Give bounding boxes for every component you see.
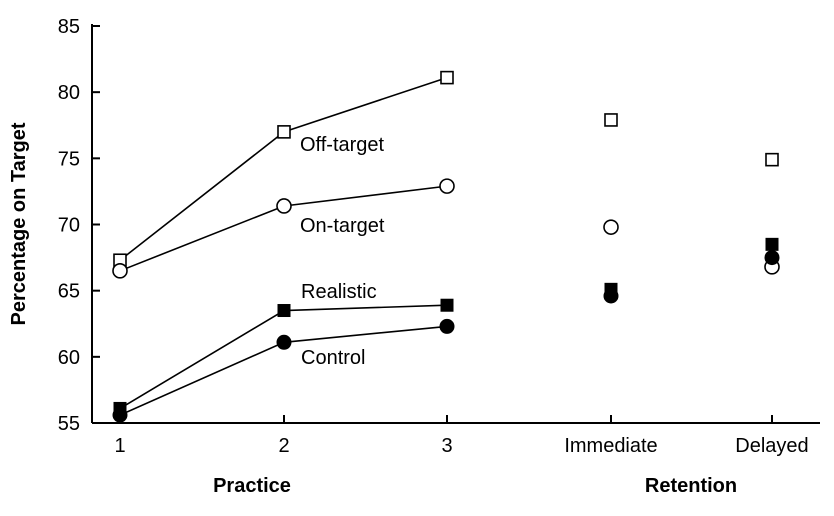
- x-tick-label: Immediate: [564, 435, 657, 457]
- series-label-control: Control: [301, 347, 365, 369]
- series-line-off-target: [119, 76, 448, 261]
- y-tick-label: 80: [58, 82, 80, 104]
- axes: 55 60 65 70 75 80 85 1 2 3 Immediate Delayed: [58, 16, 820, 457]
- marker-open-square: [604, 113, 618, 127]
- y-tick-label: 65: [58, 281, 80, 303]
- marker-open-circle: [112, 263, 128, 279]
- x-tick-label: 1: [114, 435, 125, 457]
- marker-open-circle: [439, 178, 455, 194]
- series-label-realistic: Realistic: [301, 281, 377, 303]
- marker-filled-circle: [439, 318, 455, 334]
- marker-filled-square: [765, 237, 779, 251]
- marker-filled-circle: [764, 250, 780, 266]
- marker-filled-circle: [603, 288, 619, 304]
- y-tick-label: 70: [58, 215, 80, 237]
- marker-open-square: [277, 125, 291, 139]
- x-tick-label: 3: [441, 435, 452, 457]
- marker-filled-circle: [112, 407, 128, 423]
- y-tick-label: 55: [58, 413, 80, 435]
- y-tick-label: 75: [58, 148, 80, 170]
- series-layer: Off-target On-target Realistic Control: [112, 70, 780, 423]
- x-tick-label: Delayed: [735, 435, 808, 457]
- marker-open-square: [765, 152, 779, 167]
- y-axis-title: Percentage on Target: [8, 122, 30, 325]
- x-group-title-practice: Practice: [213, 475, 291, 497]
- marker-filled-square: [440, 298, 454, 312]
- marker-open-circle: [276, 198, 292, 214]
- series-label-on-target: On-target: [300, 215, 385, 237]
- marker-open-square: [440, 70, 454, 85]
- marker-filled-square: [277, 304, 291, 318]
- x-group-title-retention: Retention: [645, 475, 737, 497]
- y-tick-label: 85: [58, 16, 80, 38]
- y-tick-label: 60: [58, 347, 80, 369]
- x-tick-label: 2: [278, 435, 289, 457]
- marker-filled-circle: [276, 334, 292, 350]
- marker-open-circle: [603, 219, 619, 235]
- series-label-off-target: Off-target: [300, 134, 385, 156]
